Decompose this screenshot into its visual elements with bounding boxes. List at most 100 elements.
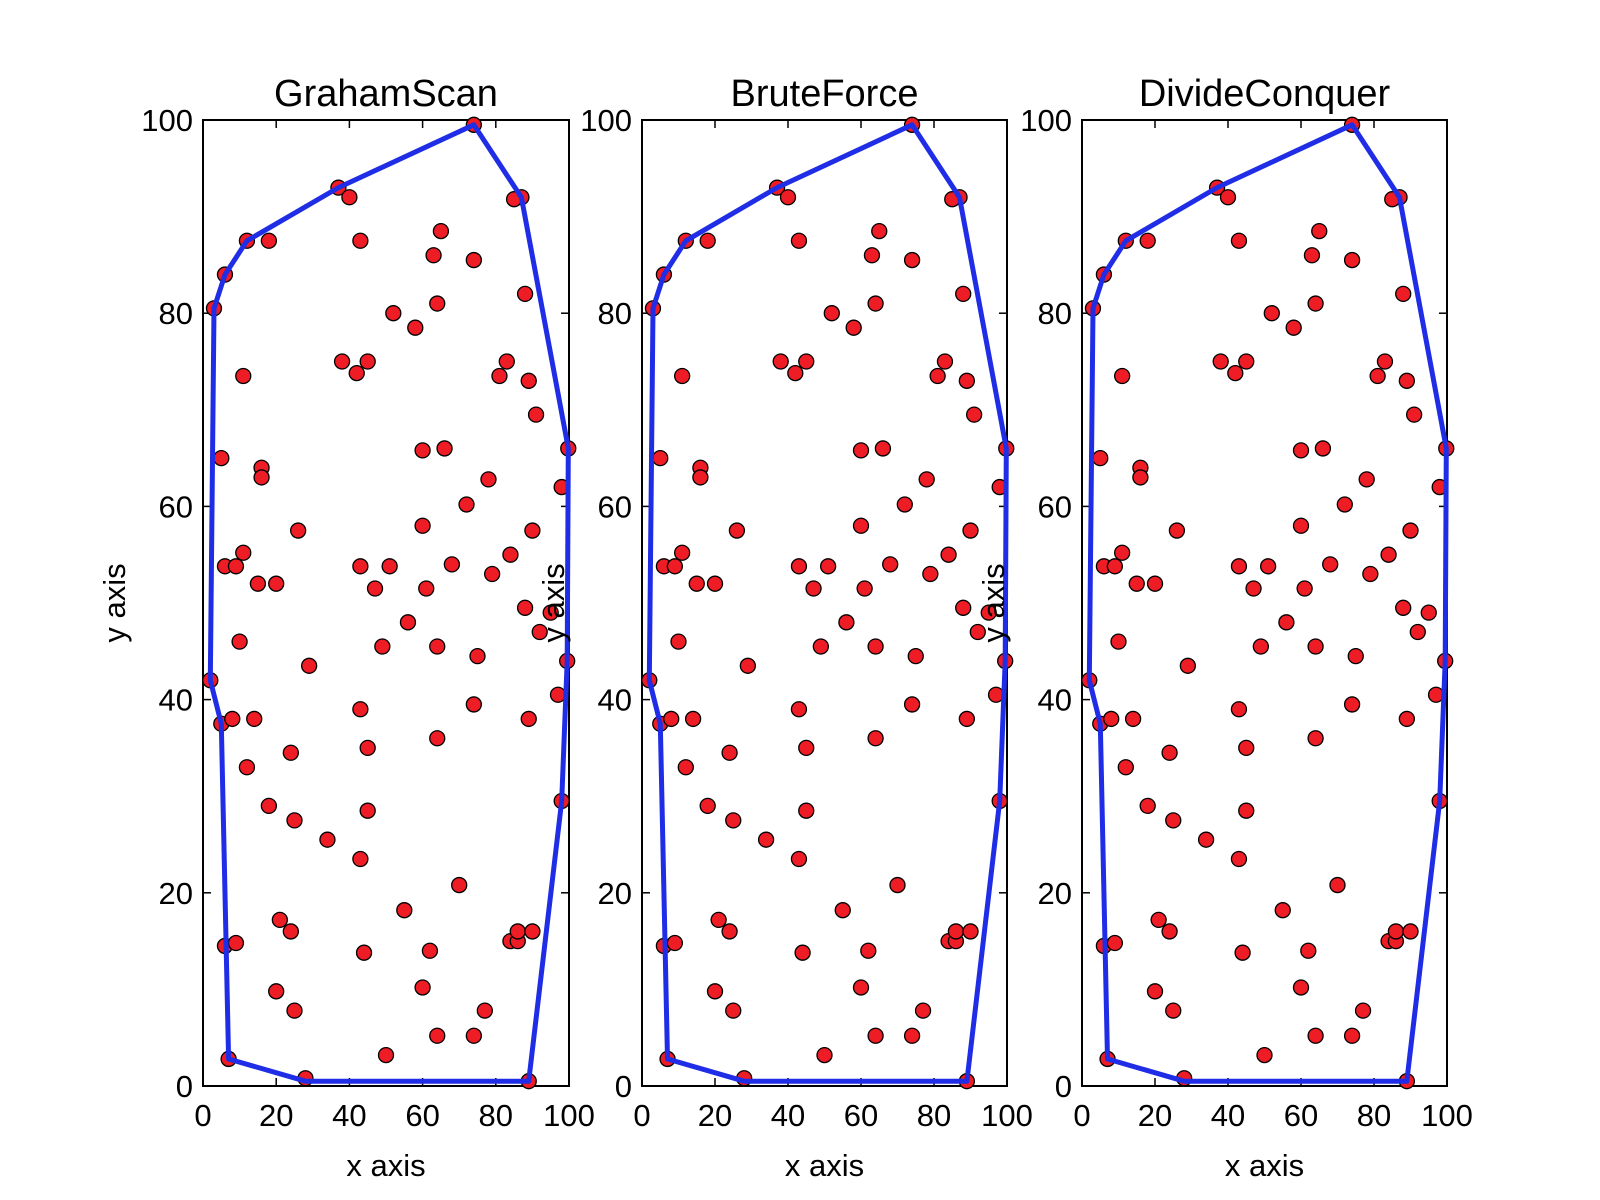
panel-2-data-point — [914, 1002, 932, 1019]
panel-2-data-point — [739, 657, 756, 674]
panel-2-data-point — [779, 189, 797, 206]
panel-1-data-point — [227, 934, 245, 952]
panel-3-data-point — [1260, 558, 1277, 575]
panel-2-data-point — [790, 558, 808, 575]
panel-1-data-point — [260, 232, 278, 249]
panel-3-data-point — [1103, 710, 1120, 728]
panel-2-data-point — [674, 367, 691, 385]
panel-3-data-point — [1380, 546, 1397, 563]
panel-2-data-point — [936, 353, 954, 370]
panel-2-data-point — [896, 496, 913, 513]
panel-2-data-point — [874, 440, 892, 457]
panel-2-y-tick-label: 80 — [598, 296, 632, 331]
panel-1-data-point — [498, 353, 515, 370]
panel-3-data-point — [1329, 876, 1346, 894]
panel-2-data-point — [903, 696, 921, 713]
panel-3-data-point — [1234, 944, 1251, 961]
panel-2-data-point — [812, 638, 829, 655]
panel-1-data-point — [359, 802, 376, 819]
panel-3-data-point — [1146, 575, 1164, 592]
panel-3-x-tick-label: 80 — [1357, 1098, 1391, 1133]
panel-1-data-point — [429, 1027, 446, 1044]
panel-3-data-point — [1387, 923, 1405, 940]
panel-3-data-point — [1230, 701, 1248, 718]
panel-1-data-point — [235, 367, 252, 385]
panel-1-data-point — [476, 1002, 493, 1019]
panel-2-y-tick-label: 20 — [598, 876, 632, 911]
panel-1-data-point — [483, 565, 501, 583]
panel-1-y-tick-label: 60 — [159, 489, 193, 524]
panel-1-data-point — [531, 623, 548, 641]
panel-2-data-point — [958, 372, 975, 389]
panel-3-convex-hull-line — [1086, 122, 1449, 1084]
panel-1-data-point — [385, 305, 402, 322]
panel-1-y-axis-label: y axis — [97, 563, 132, 642]
panel-1-y-tick-label: 100 — [141, 103, 193, 138]
panel-1-data-point — [246, 710, 263, 728]
panel-3-data-point — [1092, 449, 1109, 467]
panel-3-data-point — [1395, 599, 1412, 616]
panel-1-data-point — [286, 812, 303, 829]
panel-2-x-tick-label: 40 — [771, 1098, 805, 1133]
panel-2-data-point — [706, 983, 724, 1000]
panel-1-data-point — [319, 831, 336, 848]
panel-1-data-point — [516, 599, 534, 616]
panel-2-data-point — [725, 1002, 742, 1019]
panel-3-data-point — [1292, 979, 1310, 996]
panel-3-data-point — [1165, 1002, 1182, 1019]
panel-3-data-point — [1238, 353, 1255, 370]
panel-1-data-point — [300, 657, 318, 674]
panel-2-data-point — [674, 544, 691, 561]
panel-1-data-point — [429, 295, 446, 312]
panel-1-data-point — [520, 710, 537, 728]
panel-2-data-point — [816, 1046, 833, 1064]
panel-2-data-point — [790, 232, 808, 249]
panel-2-data-point — [958, 710, 975, 728]
panel-2-data-point — [838, 614, 855, 631]
panel-2-data-point — [962, 923, 979, 940]
panel-2-data-point — [820, 558, 837, 575]
panel-1-data-point — [352, 232, 369, 249]
panel-2-x-tick-label: 20 — [698, 1098, 732, 1133]
panel-2-data-point — [852, 979, 870, 996]
panel-1-data-point — [355, 944, 373, 961]
panel-3-data-point — [1395, 285, 1412, 303]
panel-1-x-tick-label: 60 — [405, 1098, 439, 1133]
panel-3-data-point — [1398, 710, 1415, 728]
panel-1-data-point — [282, 744, 299, 761]
panel-3-data-point — [1238, 802, 1255, 819]
panel-3-data-point — [1197, 831, 1215, 848]
panel-2-data-point — [969, 623, 986, 641]
panel-2-x-tick-label: 80 — [917, 1098, 951, 1133]
panel-2-data-point — [980, 604, 997, 621]
panel-1-data-point — [377, 1046, 395, 1064]
panel-1-data-point — [271, 911, 289, 928]
panel-2-data-point — [955, 599, 972, 616]
panel-3-data-point — [1114, 544, 1131, 561]
panel-1-data-point — [231, 633, 248, 650]
panel-1-data-point — [418, 580, 435, 597]
panel-2-data-point — [757, 831, 775, 848]
panel-2-data-point — [823, 305, 840, 322]
panel-2-data-point — [962, 522, 979, 539]
panel-2-data-point — [889, 876, 906, 894]
panel-3-data-point — [1230, 850, 1248, 868]
panel-2-data-point — [918, 471, 935, 488]
panel-3-x-tick-label: 40 — [1211, 1098, 1245, 1133]
panel-2-data-point — [798, 802, 815, 819]
panel-3-data-point — [1307, 295, 1324, 312]
panel-3-data-point — [1343, 696, 1361, 713]
panel-2-data-point — [706, 575, 724, 592]
panel-3-data-point — [1256, 1046, 1273, 1064]
panel-2-x-tick-label: 60 — [844, 1098, 878, 1133]
panel-2-data-point — [852, 517, 870, 534]
panel-2-data-point — [772, 353, 789, 370]
panel-3-y-axis-label: y axis — [976, 563, 1011, 642]
panel-2-data-point — [845, 319, 862, 336]
panel-1-data-point — [491, 367, 508, 385]
panel-3-data-point — [1274, 902, 1291, 919]
panel-3-data-point — [1343, 1027, 1361, 1044]
panel-2-data-point — [666, 558, 683, 575]
panel-1-data-point — [352, 701, 369, 718]
